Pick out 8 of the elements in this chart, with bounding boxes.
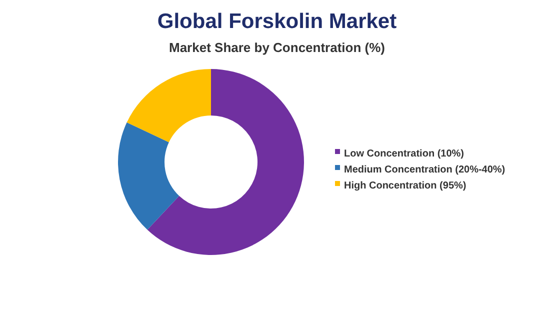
legend-label: High Concentration (95%) [344,180,466,192]
chart-title: Global Forskolin Market [157,10,397,33]
legend-label: Low Concentration (10%) [344,148,464,160]
legend-label: Medium Concentration (20%-40%) [344,164,506,176]
donut-slice [126,69,211,142]
chart-subtitle: Market Share by Concentration (%) [169,40,385,55]
donut-slice [147,69,304,255]
donut-slice [118,122,180,230]
